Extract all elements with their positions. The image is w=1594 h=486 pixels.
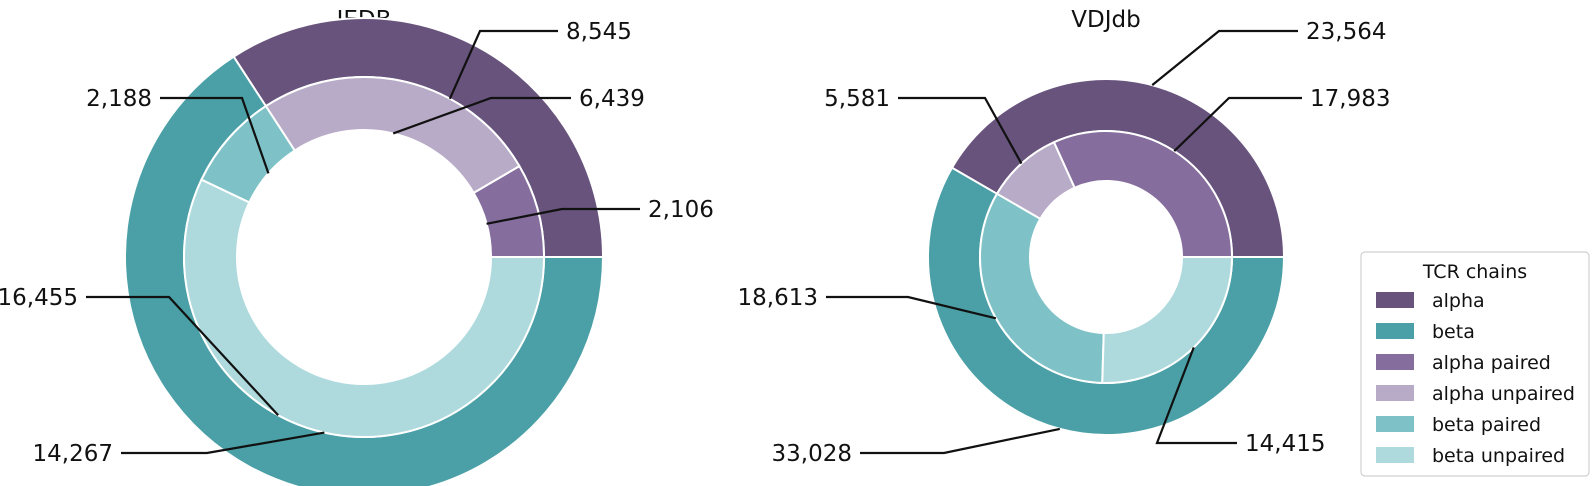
- legend-title: TCR chains: [1422, 261, 1527, 283]
- data-label-alpha: 8,545: [566, 19, 632, 45]
- legend-label-beta-unpaired: beta unpaired: [1432, 445, 1565, 467]
- chart-title: VDJdb: [1071, 7, 1140, 33]
- data-label-alpha-unpaired: 5,581: [824, 86, 890, 112]
- data-label-alpha: 23,564: [1306, 19, 1386, 45]
- data-label-alpha-paired: 2,106: [648, 197, 714, 223]
- callout-line-alpha-unpaired: [392, 96, 571, 135]
- data-label-beta-unpaired: 14,415: [1245, 431, 1325, 457]
- legend-swatch-alpha: [1376, 292, 1414, 308]
- legend-label-alpha: alpha: [1432, 290, 1485, 312]
- data-label-beta-paired: 18,613: [738, 285, 818, 311]
- data-label-beta: 33,028: [772, 441, 852, 467]
- callout-line-alpha-paired: [1173, 96, 1302, 152]
- callout-line-alpha: [1151, 29, 1298, 86]
- callout-line-beta: [860, 427, 1061, 455]
- callout-line-beta: [86, 295, 279, 416]
- inner-wedge-beta-unpaired: [1101, 256, 1234, 384]
- callout-line-beta-unpaired: [121, 431, 325, 455]
- legend-swatch-alpha-unpaired: [1376, 385, 1414, 401]
- inner-wedge-alpha-unpaired: [264, 76, 521, 195]
- callout-line-alpha-paired: [486, 207, 640, 225]
- callout-line-beta-paired: [826, 295, 997, 320]
- callout-line-beta-paired: [160, 96, 270, 174]
- inner-wedge-beta-paired: [979, 192, 1105, 384]
- legend-swatch-alpha-paired: [1376, 354, 1414, 370]
- legend-label-beta-paired: beta paired: [1432, 414, 1541, 436]
- donut-chart-vdjdb: VDJdb 23,564 17,983 5,581 18,613 33,028 14,41…: [738, 7, 1391, 467]
- legend-label-beta: beta: [1432, 321, 1475, 343]
- legend-swatch-beta: [1376, 323, 1414, 339]
- data-label-beta-paired: 2,188: [86, 86, 152, 112]
- data-label-alpha-unpaired: 6,439: [579, 86, 645, 112]
- data-label-beta-unpaired: 14,267: [33, 441, 113, 467]
- legend: TCR chains alpha beta alpha paired alpha un…: [1360, 251, 1590, 477]
- legend-swatch-beta-unpaired: [1376, 447, 1414, 463]
- legend-frame: [1360, 251, 1590, 477]
- legend-label-alpha-paired: alpha paired: [1432, 352, 1551, 374]
- legend-swatch-beta-paired: [1376, 416, 1414, 432]
- legend-label-alpha-unpaired: alpha unpaired: [1432, 383, 1575, 405]
- callout-line-alpha: [448, 29, 558, 100]
- callout-line-beta-unpaired: [1155, 347, 1237, 445]
- inner-wedge-beta-unpaired: [183, 178, 546, 438]
- inner-wedge-alpha-paired: [1052, 130, 1234, 258]
- callout-line-alpha-unpaired: [898, 96, 1023, 165]
- data-label-alpha-paired: 17,983: [1310, 86, 1390, 112]
- data-label-beta: 16,455: [0, 285, 78, 311]
